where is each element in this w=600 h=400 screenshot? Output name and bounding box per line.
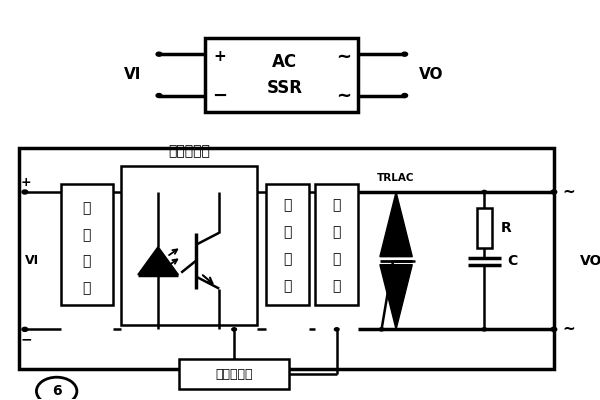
Bar — [179, 359, 289, 389]
Text: 触: 触 — [283, 252, 292, 266]
Text: VO: VO — [418, 67, 443, 82]
Text: R: R — [500, 221, 511, 235]
Text: +: + — [214, 49, 226, 64]
Circle shape — [482, 190, 487, 194]
Text: 路: 路 — [332, 279, 341, 293]
Bar — [477, 208, 491, 248]
Text: +: + — [21, 176, 31, 188]
Bar — [19, 148, 554, 369]
Text: 零: 零 — [283, 225, 292, 239]
Text: 过零检测器: 过零检测器 — [215, 368, 253, 381]
Text: SSR: SSR — [267, 79, 303, 97]
Text: 路: 路 — [83, 281, 91, 295]
Text: VI: VI — [124, 67, 142, 82]
Text: ~: ~ — [337, 47, 352, 65]
Circle shape — [22, 190, 28, 194]
Text: 开: 开 — [332, 198, 341, 212]
Text: C: C — [507, 254, 517, 268]
Text: 关: 关 — [332, 225, 341, 239]
Circle shape — [156, 94, 162, 98]
Circle shape — [379, 328, 384, 331]
Text: 电: 电 — [332, 252, 341, 266]
Text: ~: ~ — [337, 86, 352, 104]
Text: 光电耦合器: 光电耦合器 — [169, 145, 210, 159]
Polygon shape — [380, 265, 412, 329]
Bar — [205, 38, 358, 112]
Circle shape — [232, 328, 236, 331]
Circle shape — [482, 328, 487, 331]
Text: TRLAC: TRLAC — [377, 173, 415, 183]
Bar — [61, 184, 113, 305]
Circle shape — [156, 52, 162, 56]
Text: 输: 输 — [83, 201, 91, 215]
Text: AC: AC — [272, 52, 298, 70]
Text: ~: ~ — [562, 322, 575, 337]
Text: 入: 入 — [83, 228, 91, 242]
Circle shape — [22, 327, 28, 331]
Polygon shape — [380, 192, 412, 257]
Text: 过: 过 — [283, 198, 292, 212]
Text: VO: VO — [580, 254, 600, 268]
Text: −: − — [212, 86, 227, 104]
Text: 6: 6 — [52, 384, 61, 398]
Polygon shape — [138, 247, 178, 275]
Circle shape — [334, 328, 339, 331]
Bar — [266, 184, 309, 305]
Text: 发: 发 — [283, 279, 292, 293]
Circle shape — [551, 190, 557, 194]
Text: 电: 电 — [83, 254, 91, 268]
Text: VI: VI — [25, 254, 39, 267]
Text: −: − — [21, 332, 32, 346]
Circle shape — [402, 52, 407, 56]
Text: ~: ~ — [562, 184, 575, 200]
Circle shape — [402, 94, 407, 98]
Bar — [315, 184, 358, 305]
Bar — [121, 166, 257, 325]
Circle shape — [551, 327, 557, 331]
